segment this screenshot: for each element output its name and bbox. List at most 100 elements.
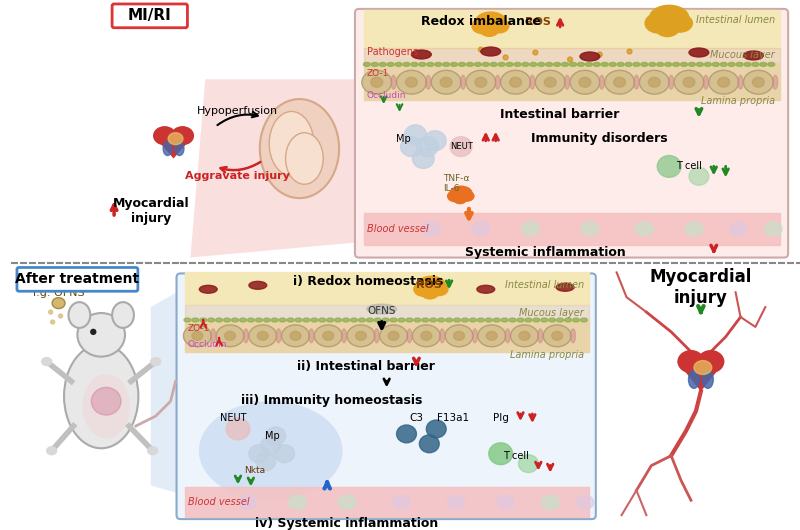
Ellipse shape: [430, 282, 448, 296]
Ellipse shape: [426, 420, 446, 438]
Ellipse shape: [387, 63, 394, 66]
Ellipse shape: [50, 320, 54, 324]
Ellipse shape: [494, 318, 500, 322]
Ellipse shape: [764, 222, 782, 236]
Ellipse shape: [475, 77, 486, 87]
Ellipse shape: [355, 331, 366, 340]
Ellipse shape: [249, 281, 266, 289]
Ellipse shape: [605, 70, 634, 94]
Ellipse shape: [314, 325, 342, 347]
Ellipse shape: [481, 47, 501, 56]
Ellipse shape: [231, 318, 238, 322]
Ellipse shape: [552, 331, 562, 340]
Ellipse shape: [454, 318, 461, 322]
Ellipse shape: [533, 318, 540, 322]
Ellipse shape: [530, 75, 535, 89]
Ellipse shape: [431, 70, 461, 94]
Text: Immunity disorders: Immunity disorders: [531, 132, 668, 145]
Ellipse shape: [744, 63, 751, 66]
Ellipse shape: [311, 318, 318, 322]
Ellipse shape: [627, 49, 632, 54]
Ellipse shape: [461, 75, 466, 89]
Ellipse shape: [199, 401, 342, 500]
Text: Systemic inflammation: Systemic inflammation: [465, 246, 626, 259]
Ellipse shape: [374, 329, 379, 343]
Ellipse shape: [183, 325, 211, 347]
Ellipse shape: [718, 77, 730, 87]
Ellipse shape: [598, 52, 602, 57]
Text: Lamina propria: Lamina propria: [701, 96, 775, 106]
Ellipse shape: [434, 63, 442, 66]
Polygon shape: [677, 361, 725, 391]
Ellipse shape: [542, 496, 559, 509]
Ellipse shape: [505, 329, 510, 343]
Ellipse shape: [411, 50, 431, 59]
Ellipse shape: [579, 77, 591, 87]
Ellipse shape: [414, 318, 421, 322]
Ellipse shape: [720, 63, 727, 66]
Ellipse shape: [393, 496, 410, 509]
Ellipse shape: [397, 70, 426, 94]
Ellipse shape: [342, 318, 350, 322]
Ellipse shape: [554, 63, 561, 66]
Ellipse shape: [578, 63, 585, 66]
Ellipse shape: [318, 318, 326, 322]
Ellipse shape: [752, 63, 759, 66]
Ellipse shape: [470, 318, 476, 322]
Ellipse shape: [522, 222, 539, 236]
Ellipse shape: [501, 70, 530, 94]
Ellipse shape: [477, 285, 494, 293]
Ellipse shape: [184, 318, 191, 322]
Ellipse shape: [656, 21, 679, 37]
Polygon shape: [190, 80, 354, 258]
Ellipse shape: [510, 77, 522, 87]
Ellipse shape: [458, 63, 466, 66]
Ellipse shape: [460, 191, 474, 201]
Ellipse shape: [546, 63, 553, 66]
Ellipse shape: [263, 318, 270, 322]
Ellipse shape: [609, 63, 616, 66]
Ellipse shape: [239, 496, 257, 509]
Ellipse shape: [363, 63, 370, 66]
Ellipse shape: [266, 427, 286, 445]
Text: Mucous layer: Mucous layer: [710, 50, 775, 60]
Ellipse shape: [391, 75, 396, 89]
Ellipse shape: [462, 318, 469, 322]
Ellipse shape: [390, 318, 397, 322]
Ellipse shape: [501, 318, 508, 322]
Ellipse shape: [674, 70, 704, 94]
Ellipse shape: [454, 195, 466, 204]
Text: After treatment: After treatment: [15, 272, 139, 286]
Ellipse shape: [52, 298, 65, 308]
Ellipse shape: [417, 137, 438, 156]
Ellipse shape: [208, 318, 214, 322]
Ellipse shape: [358, 318, 366, 322]
Ellipse shape: [226, 418, 250, 440]
Ellipse shape: [728, 63, 735, 66]
Ellipse shape: [709, 70, 738, 94]
Ellipse shape: [397, 425, 417, 443]
Ellipse shape: [406, 77, 418, 87]
Ellipse shape: [347, 325, 374, 347]
Ellipse shape: [669, 75, 674, 89]
Ellipse shape: [514, 63, 521, 66]
Ellipse shape: [414, 282, 434, 296]
Ellipse shape: [276, 329, 281, 343]
Text: F13a1: F13a1: [437, 413, 469, 423]
Ellipse shape: [427, 63, 434, 66]
Bar: [364, 10, 780, 48]
Ellipse shape: [454, 331, 465, 340]
Ellipse shape: [570, 329, 575, 343]
Ellipse shape: [581, 318, 587, 322]
Ellipse shape: [570, 70, 600, 94]
Text: Mp: Mp: [266, 431, 280, 441]
Text: ii) Intestinal barrier: ii) Intestinal barrier: [298, 360, 435, 373]
Ellipse shape: [743, 70, 774, 94]
Ellipse shape: [225, 331, 235, 340]
Text: Occludin: Occludin: [187, 340, 227, 349]
Ellipse shape: [290, 331, 301, 340]
Text: Mucous layer: Mucous layer: [519, 308, 584, 318]
Ellipse shape: [274, 445, 294, 463]
Ellipse shape: [382, 318, 389, 322]
Ellipse shape: [450, 186, 472, 200]
